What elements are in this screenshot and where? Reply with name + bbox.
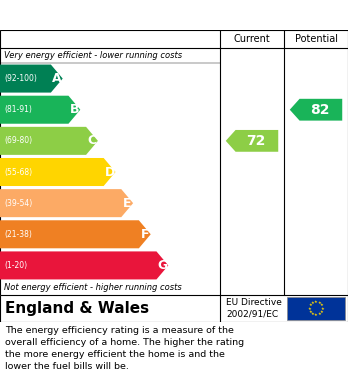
Text: Not energy efficient - higher running costs: Not energy efficient - higher running co… — [4, 283, 182, 292]
Polygon shape — [0, 127, 98, 155]
Text: ★: ★ — [314, 300, 318, 304]
Text: (21-38): (21-38) — [4, 230, 32, 239]
Text: F: F — [141, 228, 149, 241]
Text: (1-20): (1-20) — [4, 261, 27, 270]
Text: (39-54): (39-54) — [4, 199, 32, 208]
Text: (92-100): (92-100) — [4, 74, 37, 83]
Text: G: G — [157, 259, 167, 272]
Text: ★: ★ — [311, 312, 315, 316]
Text: The energy efficiency rating is a measure of the
overall efficiency of a home. T: The energy efficiency rating is a measur… — [5, 326, 244, 371]
Text: Very energy efficient - lower running costs: Very energy efficient - lower running co… — [4, 51, 182, 60]
Text: A: A — [52, 72, 62, 85]
Text: ★: ★ — [309, 303, 312, 307]
Text: ★: ★ — [320, 310, 323, 314]
Polygon shape — [290, 99, 342, 120]
Text: D: D — [104, 165, 115, 179]
Polygon shape — [0, 158, 116, 186]
Polygon shape — [0, 251, 168, 280]
Text: 72: 72 — [246, 134, 266, 148]
Text: EU Directive
2002/91/EC: EU Directive 2002/91/EC — [226, 298, 282, 319]
Text: (55-68): (55-68) — [4, 167, 32, 176]
Text: B: B — [70, 103, 79, 116]
Polygon shape — [0, 65, 63, 93]
Text: E: E — [123, 197, 132, 210]
Text: ★: ★ — [309, 310, 312, 314]
Polygon shape — [0, 189, 133, 217]
Text: ★: ★ — [317, 312, 321, 316]
Text: ★: ★ — [320, 303, 323, 307]
Text: ★: ★ — [311, 301, 315, 305]
Text: ★: ★ — [308, 307, 311, 310]
Text: Energy Efficiency Rating: Energy Efficiency Rating — [6, 7, 216, 23]
Text: ★: ★ — [314, 313, 318, 317]
Text: Current: Current — [234, 34, 270, 44]
Text: 82: 82 — [310, 103, 330, 117]
Polygon shape — [0, 96, 80, 124]
Text: England & Wales: England & Wales — [5, 301, 149, 316]
Text: Potential: Potential — [294, 34, 338, 44]
Text: (69-80): (69-80) — [4, 136, 32, 145]
Text: (81-91): (81-91) — [4, 105, 32, 114]
Text: ★: ★ — [321, 307, 324, 310]
Text: ★: ★ — [317, 301, 321, 305]
Polygon shape — [226, 130, 278, 152]
Text: C: C — [87, 135, 96, 147]
Bar — [287, 297, 345, 320]
Polygon shape — [0, 220, 151, 248]
